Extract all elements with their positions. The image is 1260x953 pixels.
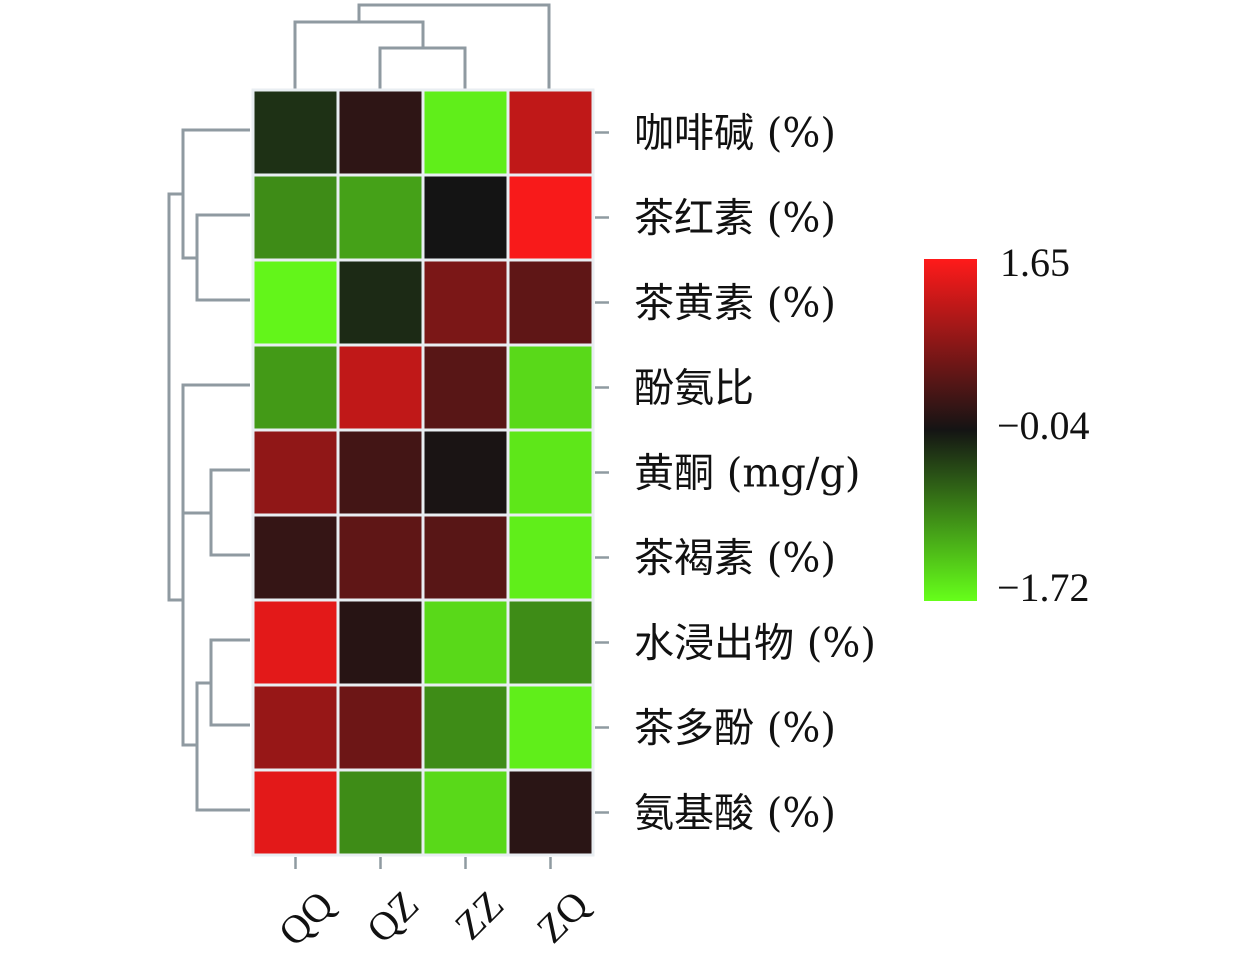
heatmap-cell	[421, 428, 510, 517]
heatmap-cell	[336, 173, 425, 262]
heatmap-cells	[251, 88, 595, 857]
column-dendrogram	[293, 3, 551, 90]
heatmap-cell	[506, 598, 595, 687]
heatmap-cell	[421, 343, 510, 432]
heatmap-cell	[336, 683, 425, 772]
heatmap-cell	[336, 258, 425, 347]
colorbar-tick-min: −1.72	[997, 565, 1090, 610]
column-labels: QQ QZ ZZ ZQ	[270, 857, 598, 953]
heatmap-cell	[251, 88, 340, 177]
row-label: 茶黄素 (%)	[634, 281, 836, 327]
colorbar-tick-mid: −0.04	[997, 403, 1090, 448]
heatmap-cell	[251, 513, 340, 602]
heatmap-cell	[506, 428, 595, 517]
heatmap-cell	[336, 88, 425, 177]
heatmap-cell	[506, 173, 595, 262]
row-label: 黄酮 (mg/g)	[634, 451, 861, 497]
heatmap-cell	[336, 428, 425, 517]
heatmap-cell	[506, 343, 595, 432]
heatmap-cell	[421, 513, 510, 602]
heatmap-cell	[251, 173, 340, 262]
heatmap-cell	[251, 598, 340, 687]
heatmap-cell	[506, 258, 595, 347]
heatmap-cell	[506, 88, 595, 177]
colorbar-gradient	[924, 259, 977, 601]
column-label: QQ	[270, 882, 343, 953]
heatmap-cell	[336, 343, 425, 432]
heatmap-cell	[336, 768, 425, 857]
heatmap-cell	[251, 683, 340, 772]
heatmap-cell	[251, 258, 340, 347]
row-label: 茶多酚 (%)	[634, 706, 836, 752]
heatmap-cell	[251, 768, 340, 857]
heatmap-cell	[336, 513, 425, 602]
row-label: 水浸出物 (%)	[634, 621, 876, 667]
heatmap-cell	[251, 343, 340, 432]
column-label: ZQ	[528, 882, 598, 952]
row-label: 咖啡碱 (%)	[634, 111, 836, 157]
heatmap-cell	[506, 683, 595, 772]
column-label: ZZ	[446, 882, 512, 948]
heatmap-cell	[251, 428, 340, 517]
column-label: QZ	[358, 882, 428, 952]
row-dendrogram	[167, 128, 250, 812]
heatmap-cell	[421, 88, 510, 177]
row-label: 酚氨比	[634, 366, 754, 412]
row-label: 茶红素 (%)	[634, 196, 836, 242]
row-label: 茶褐素 (%)	[634, 536, 836, 582]
heatmap-cell	[421, 173, 510, 262]
row-label: 氨基酸 (%)	[634, 791, 836, 837]
heatmap-cell	[336, 598, 425, 687]
heatmap-cell	[421, 258, 510, 347]
heatmap-cell	[421, 598, 510, 687]
heatmap-cell	[506, 768, 595, 857]
heatmap-cell	[506, 513, 595, 602]
heatmap-cell	[421, 683, 510, 772]
colorbar-tick-max: 1.65	[1000, 240, 1070, 285]
heatmap-cell	[421, 768, 510, 857]
colorbar: 1.65 −0.04 −1.72	[924, 240, 1090, 610]
